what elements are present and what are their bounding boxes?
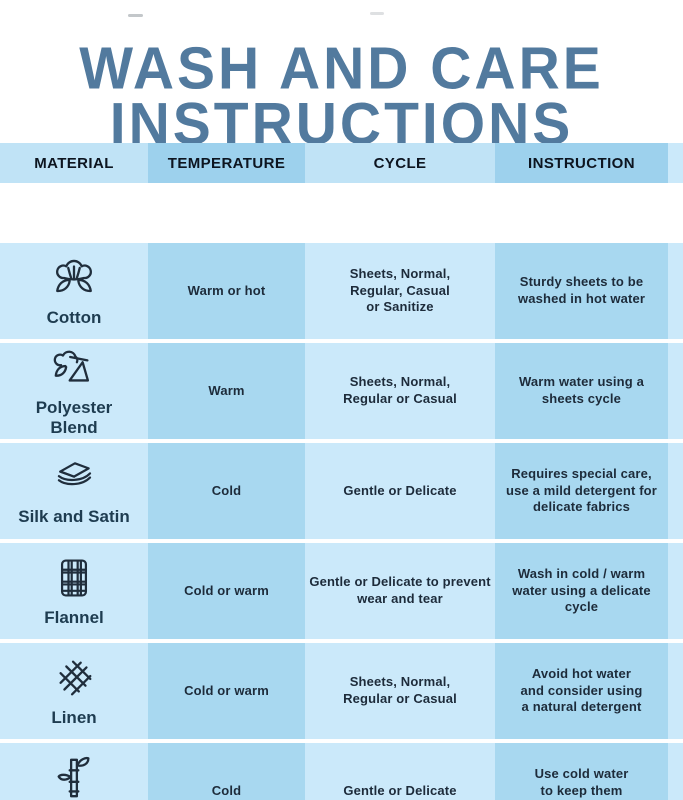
edge-strip <box>668 543 683 639</box>
instruction-value: Warm water using a sheets cycle <box>518 374 645 406</box>
column-header-material: MATERIAL <box>0 143 148 183</box>
instruction-value: Requires special care, use a mild deterg… <box>506 465 657 515</box>
instruction-value: Avoid hot water and consider using a nat… <box>520 665 643 715</box>
folded-fabric-icon <box>50 456 98 500</box>
material-cell-flannel: Flannel <box>0 543 148 639</box>
column-header-temperature: TEMPERATURE <box>148 143 305 183</box>
decorative-dash <box>370 12 384 15</box>
edge-strip <box>668 143 683 183</box>
temperature-value: Cold or warm <box>184 582 269 598</box>
column-header-cycle: CYCLE <box>305 143 495 183</box>
temperature-value: Warm or hot <box>187 282 266 298</box>
care-instructions-table: MATERIAL TEMPERATURE CYCLE INSTRUCTION <box>0 143 683 800</box>
bamboo-stalk-icon <box>51 755 97 800</box>
edge-strip <box>668 243 683 339</box>
material-label: Linen <box>51 707 97 727</box>
material-cell-bamboo: Bamboo <box>0 743 148 800</box>
cycle-value: Sheets, Normal, Regular or Casual <box>343 674 457 706</box>
material-cell-polyester-blend: Polyester Blend <box>0 343 148 439</box>
instruction-value: Wash in cold / warm water using a delica… <box>512 565 651 615</box>
material-cell-linen: Linen <box>0 643 148 739</box>
instruction-value: Sturdy sheets to be washed in hot water <box>517 274 646 306</box>
weave-crosshatch-icon <box>51 655 97 701</box>
material-cell-silk-satin: Silk and Satin <box>0 443 148 539</box>
cycle-value: Gentle or Delicate to prevent wear and t… <box>309 574 491 606</box>
temperature-value: Cold or warm <box>184 682 269 698</box>
material-label: Cotton <box>46 307 102 327</box>
plaid-swatch-icon <box>52 555 96 601</box>
edge-strip <box>668 643 683 739</box>
edge-strip <box>668 443 683 539</box>
temperature-value: Warm <box>208 382 245 398</box>
page-title: WASH AND CARE INSTRUCTIONS <box>0 35 683 153</box>
temperature-value: Cold <box>211 482 242 498</box>
polyester-blend-icon <box>51 345 97 391</box>
temperature-value: Cold <box>211 782 242 798</box>
material-label: Silk and Satin <box>18 506 130 526</box>
page-title-line1: WASH AND CARE <box>79 35 604 103</box>
material-label: Polyester Blend <box>35 398 113 437</box>
cycle-value: Sheets, Normal, Regular or Casual <box>343 374 457 406</box>
column-header-instruction: INSTRUCTION <box>495 143 668 183</box>
decorative-dash <box>128 14 143 17</box>
cycle-value: Gentle or Delicate <box>343 482 457 498</box>
cycle-value: Gentle or Delicate <box>343 782 457 798</box>
edge-strip <box>668 743 683 800</box>
material-label: Flannel <box>44 607 104 627</box>
cycle-value: Sheets, Normal, Regular, Casual or Sanit… <box>349 265 451 315</box>
material-cell-cotton: Cotton <box>0 243 148 339</box>
instruction-value: Use cold water to keep them in good shap… <box>534 765 629 800</box>
edge-strip <box>668 343 683 439</box>
cotton-boll-icon <box>51 255 97 301</box>
